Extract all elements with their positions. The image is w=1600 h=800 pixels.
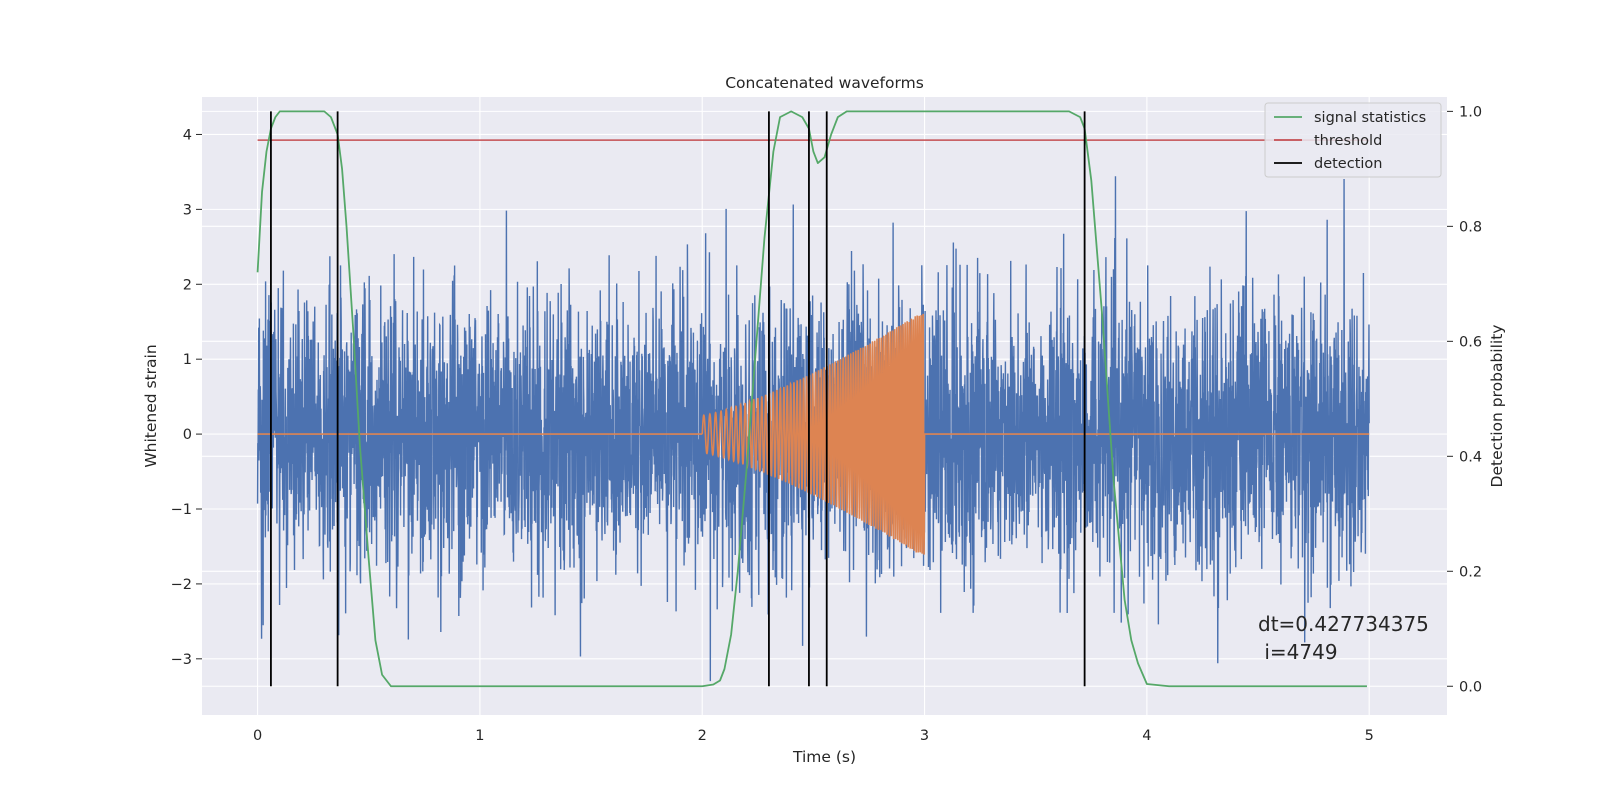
legend-label-signal-statistics: signal statistics bbox=[1314, 110, 1426, 126]
annotation-dt: dt=0.427734375 bbox=[1258, 612, 1429, 636]
x-tick-label: 4 bbox=[1142, 728, 1151, 744]
legend: signal statistics threshold detection bbox=[1264, 102, 1442, 178]
y-tick-label-right: 0.2 bbox=[1459, 564, 1482, 580]
noise-series-line bbox=[256, 176, 1370, 682]
y-tick-label-left: 2 bbox=[183, 277, 192, 293]
y-tick-label-left: 3 bbox=[183, 202, 192, 218]
chart-title: Concatenated waveforms bbox=[725, 74, 924, 92]
y-tick-label-left: −2 bbox=[171, 577, 192, 593]
y-tick-label-right: 0.6 bbox=[1459, 334, 1482, 350]
y-tick-label-right: 0.4 bbox=[1459, 449, 1482, 465]
legend-box bbox=[1264, 102, 1442, 178]
y-tick-label-right: 0.0 bbox=[1459, 679, 1482, 695]
y-tick-label-right: 0.8 bbox=[1459, 219, 1482, 235]
y-tick-label-left: 1 bbox=[183, 352, 192, 368]
y-axis-label-right: Detection probability bbox=[1488, 325, 1506, 488]
injected-signal-line bbox=[257, 313, 1370, 555]
legend-label-detection: detection bbox=[1314, 156, 1382, 172]
x-axis-label: Time (s) bbox=[792, 748, 856, 766]
y-tick-label-left: −3 bbox=[171, 652, 192, 668]
legend-label-threshold: threshold bbox=[1314, 133, 1382, 149]
x-tick-label: 1 bbox=[475, 728, 484, 744]
y-tick-label-left: −1 bbox=[171, 502, 192, 518]
y-tick-label-left: 4 bbox=[183, 127, 192, 143]
x-tick-label: 5 bbox=[1365, 728, 1374, 744]
x-tick-label: 2 bbox=[698, 728, 707, 744]
data-layer bbox=[256, 110, 1370, 688]
y-tick-label-left: 0 bbox=[183, 427, 192, 443]
x-tick-label: 3 bbox=[920, 728, 929, 744]
y-axis-label-left: Whitened strain bbox=[142, 344, 160, 467]
x-tick-label: 0 bbox=[253, 728, 262, 744]
annotation-index: i=4749 bbox=[1258, 640, 1338, 664]
y-tick-label-right: 1.0 bbox=[1459, 104, 1482, 120]
ticks: 0 1 2 3 4 5 −3 −2 −1 0 1 2 3 4 0.0 0.2 0.4 0.6 0.8 1.0 bbox=[171, 104, 1482, 744]
